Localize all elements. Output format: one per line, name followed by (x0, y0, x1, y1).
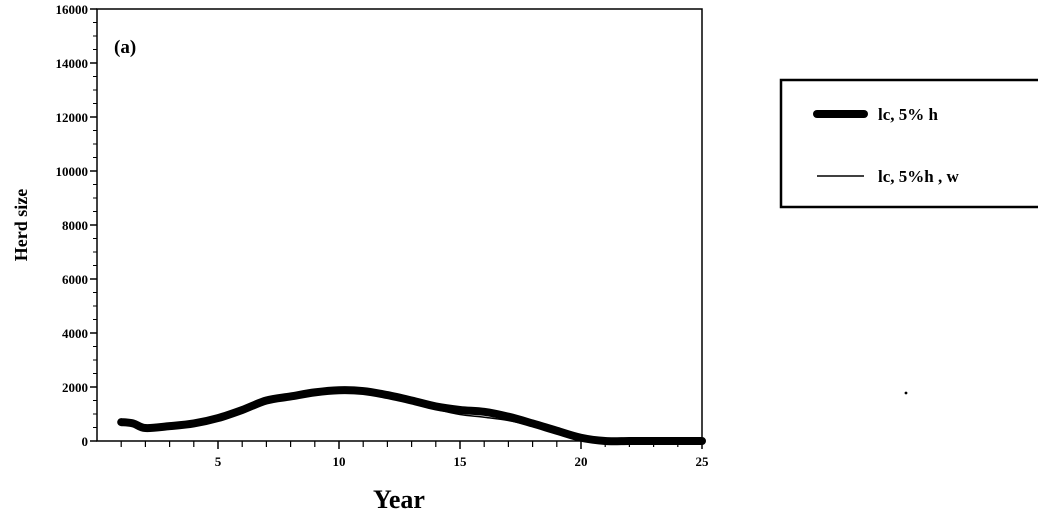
y-tick-label: 10000 (56, 164, 89, 179)
series-line-lc-5pct-h (117, 386, 706, 446)
legend-box (779, 78, 1038, 209)
stray-mark (904, 391, 908, 395)
x-tick-label: 5 (215, 454, 222, 469)
y-tick-label: 2000 (62, 380, 88, 395)
x-tick-label: 20 (575, 454, 588, 469)
x-axis-title: Year (373, 485, 425, 514)
x-tick-label: 10 (333, 454, 346, 469)
y-tick-label: 8000 (62, 218, 88, 233)
y-tick-label: 14000 (56, 56, 89, 71)
legend-label-1: lc, 5%h , w (878, 167, 959, 186)
plot-area (96, 8, 703, 442)
y-axis: 0 2000 4000 6000 8000 10000 12000 14000 16000 (56, 2, 97, 449)
legend: lc, 5% h lc, 5%h , w (779, 78, 1038, 209)
series-line-lc-5pct-h-w (120, 390, 703, 442)
y-tick-label: 16000 (56, 2, 89, 17)
y-tick-label: 6000 (62, 272, 88, 287)
x-axis: 5 10 15 20 25 (120, 441, 710, 469)
y-tick-label: 4000 (62, 326, 88, 341)
y-tick-label: 12000 (56, 110, 89, 125)
legend-label-0: lc, 5% h (878, 105, 939, 124)
x-tick-label: 25 (696, 454, 710, 469)
y-axis-title: Herd size (11, 189, 31, 261)
panel-label: (a) (114, 37, 136, 58)
x-tick-label: 15 (454, 454, 468, 469)
y-tick-label: 0 (82, 434, 89, 449)
